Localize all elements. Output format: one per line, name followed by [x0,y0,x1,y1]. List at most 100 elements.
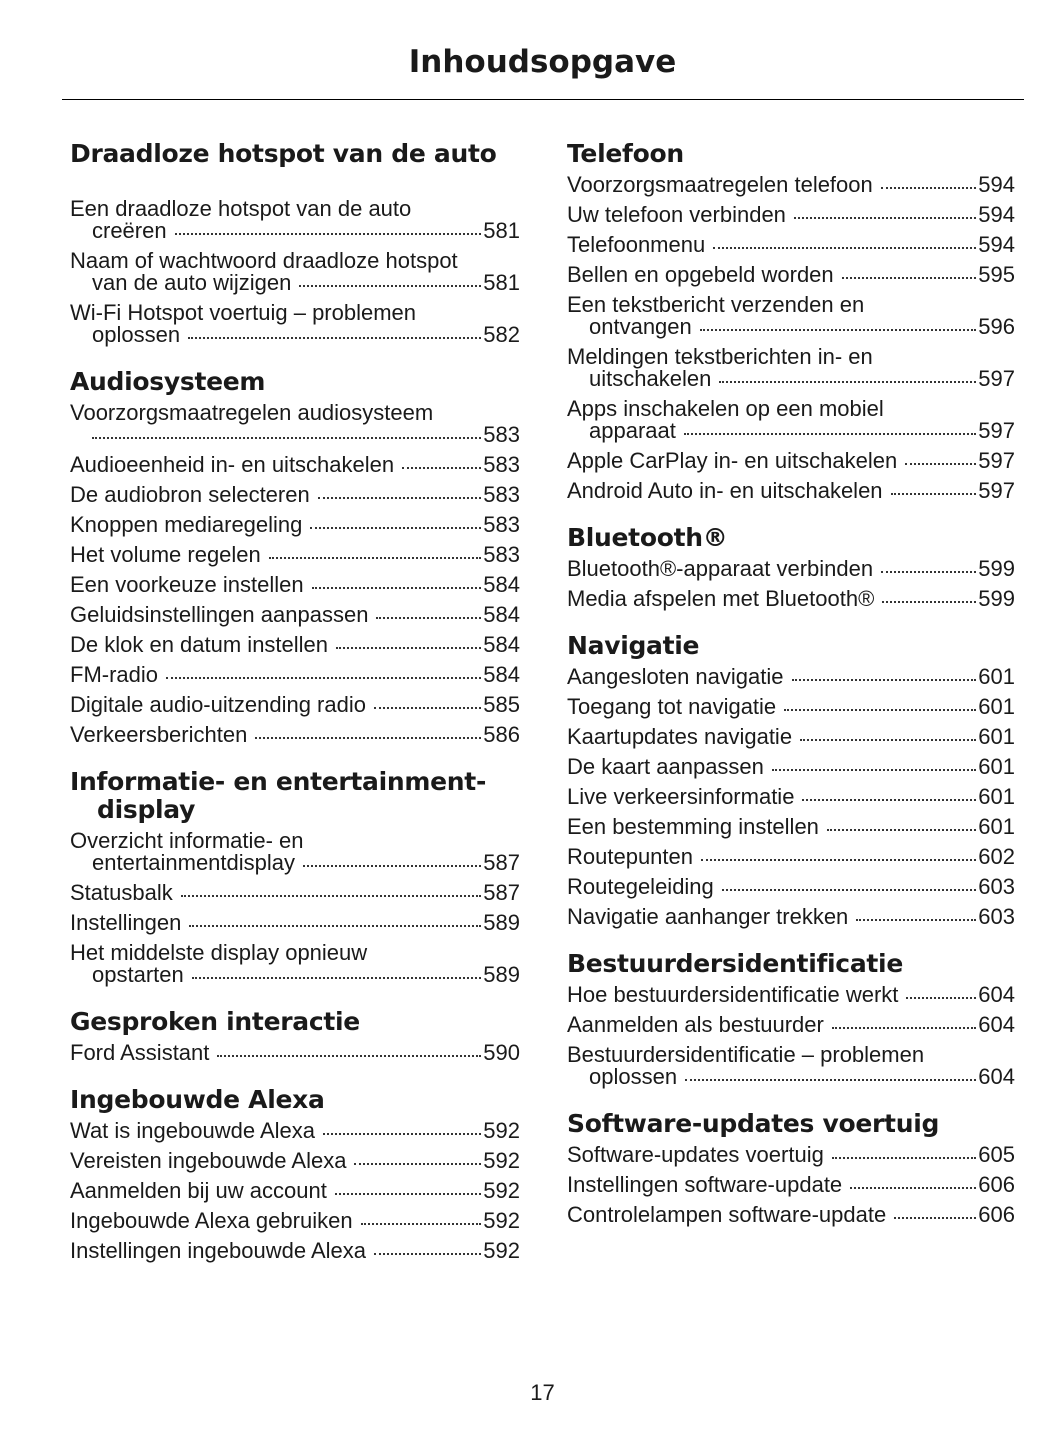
entry-line: De audiobron selecteren 583 [70,484,520,506]
entry-text: Wat is ingebouwde Alexa [70,1118,315,1143]
toc-entry: Aanmelden bij uw account 592 [70,1180,520,1202]
entry-text: Instellingen software-update [567,1172,843,1197]
dot-leader [402,467,482,469]
entry-text: Telefoonmenu [567,232,706,257]
entry-text: Live verkeersinformatie [567,784,795,809]
entry-line: Ingebouwde Alexa gebruiken 592 [70,1210,520,1232]
entry-text: Verkeersberichten [70,722,248,747]
entry-line: Hoe bestuurdersidentificatie werkt 604 [567,984,1015,1006]
dot-leader [882,601,977,603]
dot-leader [217,1055,482,1057]
toc-column: Telefoon Voorzorgsmaatregelen telefoon 594… [567,140,1015,1248]
page-ref: 606 [978,1172,1015,1197]
toc-entry: Toegang tot navigatie 601 [567,696,1015,718]
page-ref: 601 [978,664,1015,689]
dot-leader [334,1193,482,1195]
entry-text: Aangesloten navigatie [567,664,784,689]
toc-entry: Wi-Fi Hotspot voertuig – problemen oploss… [70,302,520,346]
page-ref: 592 [483,1178,520,1203]
entry-text: De audiobron selecteren [70,482,310,507]
entry-line: Audioeenheid in- en uitschakelen 583 [70,454,520,476]
entry-text: Het volume regelen [70,542,261,567]
toc-entry: Ingebouwde Alexa gebruiken 592 [70,1210,520,1232]
entry-line: Apple CarPlay in- en uitschakelen 597 [567,450,1015,472]
entry-text: Routegeleiding [567,874,714,899]
entry-text: creëren [92,218,167,243]
page-ref: 604 [978,1012,1015,1037]
dot-leader [373,707,482,709]
section-title-line: display [97,795,196,824]
entry-text: Een voorkeuze instellen [70,572,304,597]
dot-leader [699,329,977,331]
entry-text: Knoppen mediaregeling [70,512,303,537]
dot-leader [701,859,977,861]
entry-line: Wi-Fi Hotspot voertuig – problemen [70,302,520,324]
toc-entry: Navigatie aanhanger trekken 603 [567,906,1015,928]
entry-line: Een tekstbericht verzenden en [567,294,1015,316]
page-ref: 592 [483,1238,520,1263]
entry-line: Toegang tot navigatie 601 [567,696,1015,718]
toc-entry: Routepunten 602 [567,846,1015,868]
section-title: Bluetooth® [567,523,728,552]
entry-line: Geluidsinstellingen aanpassen 584 [70,604,520,626]
page-ref: 586 [483,722,520,747]
section-title: Software-updates voertuig [567,1109,940,1138]
toc-entry: Apps inschakelen op een mobiel apparaat 59… [567,398,1015,442]
entry-text: Het middelste display opnieuw [70,940,368,965]
entry-line: Een bestemming instellen 601 [567,816,1015,838]
toc-entry: Bestuurdersidentificatie – problemen oplo… [567,1044,1015,1088]
entry-line: oplossen 604 [567,1066,1015,1088]
entry-line: Kaartupdates navigatie 601 [567,726,1015,748]
entry-line: Meldingen tekstberichten in- en [567,346,1015,368]
page-ref: 583 [483,542,520,567]
toc-section: Informatie- en entertainment-display Over… [70,768,520,986]
dot-leader [841,277,977,279]
page-ref: 584 [483,572,520,597]
entry-text: Digitale audio-uitzending radio [70,692,366,717]
entry-text: Hoe bestuurdersidentificatie werkt [567,982,899,1007]
entry-text: Instellingen [70,910,182,935]
page-ref: 597 [978,418,1015,443]
toc-entry: De kaart aanpassen 601 [567,756,1015,778]
entry-line: Een draadloze hotspot van de auto [70,198,520,220]
page-ref: 584 [483,632,520,657]
entry-line: Verkeersberichten 586 [70,724,520,746]
toc-section: Gesproken interactie Ford Assistant 590 [70,1008,520,1064]
toc-entry: Routegeleiding 603 [567,876,1015,898]
entry-text: Uw telefoon verbinden [567,202,786,227]
page-ref: 604 [978,1064,1015,1089]
toc-section: Ingebouwde Alexa Wat is ingebouwde Alexa 5… [70,1086,520,1262]
entry-line: Instellingen 589 [70,912,520,934]
entry-text: De kaart aanpassen [567,754,764,779]
entry-text: apparaat [589,418,676,443]
entry-text: Een tekstbericht verzenden en [567,292,865,317]
toc-entry: Ford Assistant 590 [70,1042,520,1064]
toc-entry: Bluetooth®-apparaat verbinden 599 [567,558,1015,580]
toc-entry: Aangesloten navigatie 601 [567,666,1015,688]
toc-entry: Kaartupdates navigatie 601 [567,726,1015,748]
toc-entry: Audioeenheid in- en uitschakelen 583 [70,454,520,476]
dot-leader [268,557,482,559]
entry-line: Routegeleiding 603 [567,876,1015,898]
page-ref: 597 [978,448,1015,473]
toc-entry: Statusbalk 587 [70,882,520,904]
entry-line: apparaat 597 [567,420,1015,442]
dot-leader [713,247,977,249]
entry-text: Android Auto in- en uitschakelen [567,478,883,503]
entry-text: Ingebouwde Alexa gebruiken [70,1208,353,1233]
entry-line: Live verkeersinformatie 601 [567,786,1015,808]
page-ref: 596 [978,314,1015,339]
toc-entry: Aanmelden als bestuurder 604 [567,1014,1015,1036]
dot-leader [831,1027,977,1029]
page-ref: 581 [483,218,520,243]
entry-line: FM-radio 584 [70,664,520,686]
toc-entry: Software-updates voertuig 605 [567,1144,1015,1166]
dot-leader [856,919,977,921]
page-ref: 597 [978,366,1015,391]
entry-text: Apps inschakelen op een mobiel [567,396,884,421]
dot-leader [685,1079,977,1081]
toc-entry: Live verkeersinformatie 601 [567,786,1015,808]
dot-leader [166,677,482,679]
entry-line: Vereisten ingebouwde Alexa 592 [70,1150,520,1172]
